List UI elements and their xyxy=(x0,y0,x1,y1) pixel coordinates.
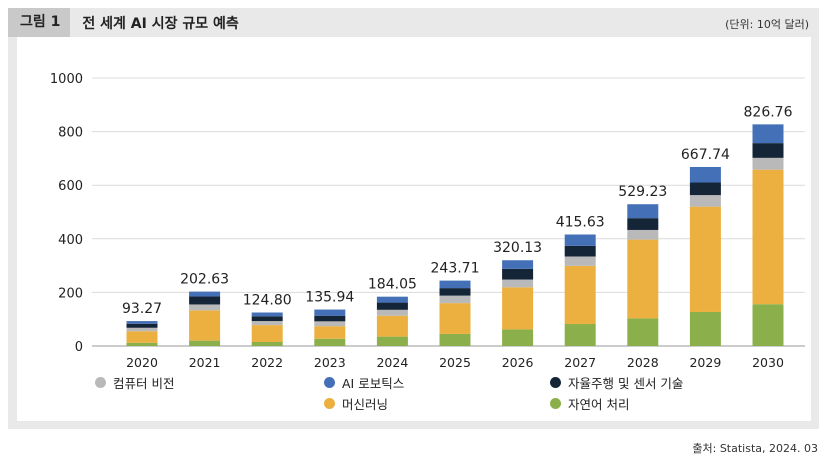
unit-label: (단위: 10억 달러) xyxy=(725,18,809,31)
total-label: 320.13 xyxy=(493,240,542,256)
bar-segment-nlp xyxy=(502,329,534,346)
x-tick-label: 2029 xyxy=(689,355,721,370)
bar-segment-auto xyxy=(439,288,471,296)
bar-segment-vision xyxy=(502,279,534,288)
bar-segment-vision xyxy=(189,304,221,311)
total-label: 826.76 xyxy=(744,104,793,120)
bar-segment-nlp xyxy=(376,336,408,346)
total-label: 202.63 xyxy=(180,272,229,288)
bar-segment-nlp xyxy=(439,333,471,346)
bar-segment-robotics xyxy=(689,166,721,183)
y-tick-label: 1000 xyxy=(50,72,83,87)
bar-segment-ml xyxy=(752,169,784,305)
total-label: 667.74 xyxy=(681,147,730,163)
bar-segment-robotics xyxy=(376,296,408,303)
bar-segment-ml xyxy=(376,315,408,337)
bar-segment-auto xyxy=(752,143,784,158)
bar-segment-nlp xyxy=(627,318,659,346)
bar-segment-robotics xyxy=(564,234,596,246)
bar-segment-ml xyxy=(627,239,659,319)
figure-label: 그림 1 xyxy=(8,8,71,37)
bar-segment-robotics xyxy=(752,124,784,144)
bar-segment-auto xyxy=(502,268,534,280)
bar-segment-vision xyxy=(251,321,283,326)
bar-segment-ml xyxy=(126,331,158,343)
x-tick-label: 2022 xyxy=(251,355,283,370)
y-tick-label: 600 xyxy=(58,179,83,194)
bar-segment-ml xyxy=(189,310,221,341)
bar-segment-auto xyxy=(189,296,221,305)
x-tick-label: 2027 xyxy=(564,355,596,370)
bar-segment-vision xyxy=(627,229,659,240)
total-label: 124.80 xyxy=(243,293,292,309)
x-tick-label: 2028 xyxy=(627,355,659,370)
bar-segment-ml xyxy=(439,303,471,334)
bar-segment-auto xyxy=(564,245,596,257)
bar-segment-robotics xyxy=(251,312,283,317)
bar-chart: 0 200 400 600 800 1000 93.27 2020 202.63 2021 124.… xyxy=(50,72,805,370)
bar-segment-nlp xyxy=(564,324,596,346)
y-tick-label: 800 xyxy=(58,126,83,141)
bar-segment-robotics xyxy=(439,280,471,289)
total-label: 184.05 xyxy=(368,277,417,293)
total-label: 243.71 xyxy=(431,261,480,277)
bar-segment-vision xyxy=(439,295,471,304)
plot-area: 0 200 400 600 800 1000 93.27 2020 202.63 2021 124.… xyxy=(17,37,811,421)
bar-segment-vision xyxy=(564,256,596,266)
chart-title: 전 세계 AI 시장 규모 예측 xyxy=(82,15,239,32)
x-tick-label: 2026 xyxy=(502,355,534,370)
bar-segment-auto xyxy=(376,302,408,310)
y-tick-label: 400 xyxy=(58,233,83,248)
bar-segment-vision xyxy=(689,195,721,207)
figure-header: 그림 1 전 세계 AI 시장 규모 예측 (단위: 10억 달러) xyxy=(8,8,819,37)
bar-segment-vision xyxy=(376,309,408,316)
bar-segment-auto xyxy=(689,182,721,196)
bar-segment-robotics xyxy=(502,260,534,269)
x-tick-label: 2021 xyxy=(189,355,221,370)
x-tick-label: 2023 xyxy=(314,355,346,370)
bar-segment-vision xyxy=(126,327,158,332)
source-note: 출처: Statista, 2024. 03 xyxy=(692,442,818,455)
total-label: 529.23 xyxy=(618,184,667,200)
bar-segment-nlp xyxy=(752,304,784,346)
x-tick-label: 2024 xyxy=(376,355,408,370)
bar-segment-ml xyxy=(314,326,346,339)
bar-segment-nlp xyxy=(251,341,283,346)
bar-segment-ml xyxy=(502,287,534,330)
total-label: 93.27 xyxy=(122,301,162,317)
bar-segment-nlp xyxy=(189,340,221,346)
bar-segment-vision xyxy=(314,321,346,327)
bar-segment-ml xyxy=(564,265,596,325)
bar-segment-vision xyxy=(752,157,784,170)
y-tick-label: 200 xyxy=(58,286,83,301)
x-tick-label: 2030 xyxy=(752,355,784,370)
total-label: 135.94 xyxy=(305,290,354,306)
bar-segment-auto xyxy=(126,323,158,328)
bar-segment-robotics xyxy=(126,321,158,324)
bar-segment-nlp xyxy=(689,311,721,346)
total-label: 415.63 xyxy=(556,215,605,231)
figure-frame: 그림 1 전 세계 AI 시장 규모 예측 (단위: 10억 달러) 0 200 4… xyxy=(8,8,819,429)
bar-segment-nlp xyxy=(126,342,158,346)
y-tick-label: 0 xyxy=(75,340,83,355)
bar-segment-robotics xyxy=(627,204,659,219)
bar-segment-robotics xyxy=(314,309,346,316)
bar-segment-ml xyxy=(251,325,283,342)
bar-segment-nlp xyxy=(314,338,346,346)
bar-segment-ml xyxy=(689,206,721,312)
bar-segment-robotics xyxy=(189,291,221,297)
bar-segment-auto xyxy=(627,218,659,230)
x-tick-label: 2020 xyxy=(126,355,158,370)
bar-segment-auto xyxy=(314,315,346,322)
x-tick-label: 2025 xyxy=(439,355,471,370)
bar-segment-auto xyxy=(251,316,283,322)
